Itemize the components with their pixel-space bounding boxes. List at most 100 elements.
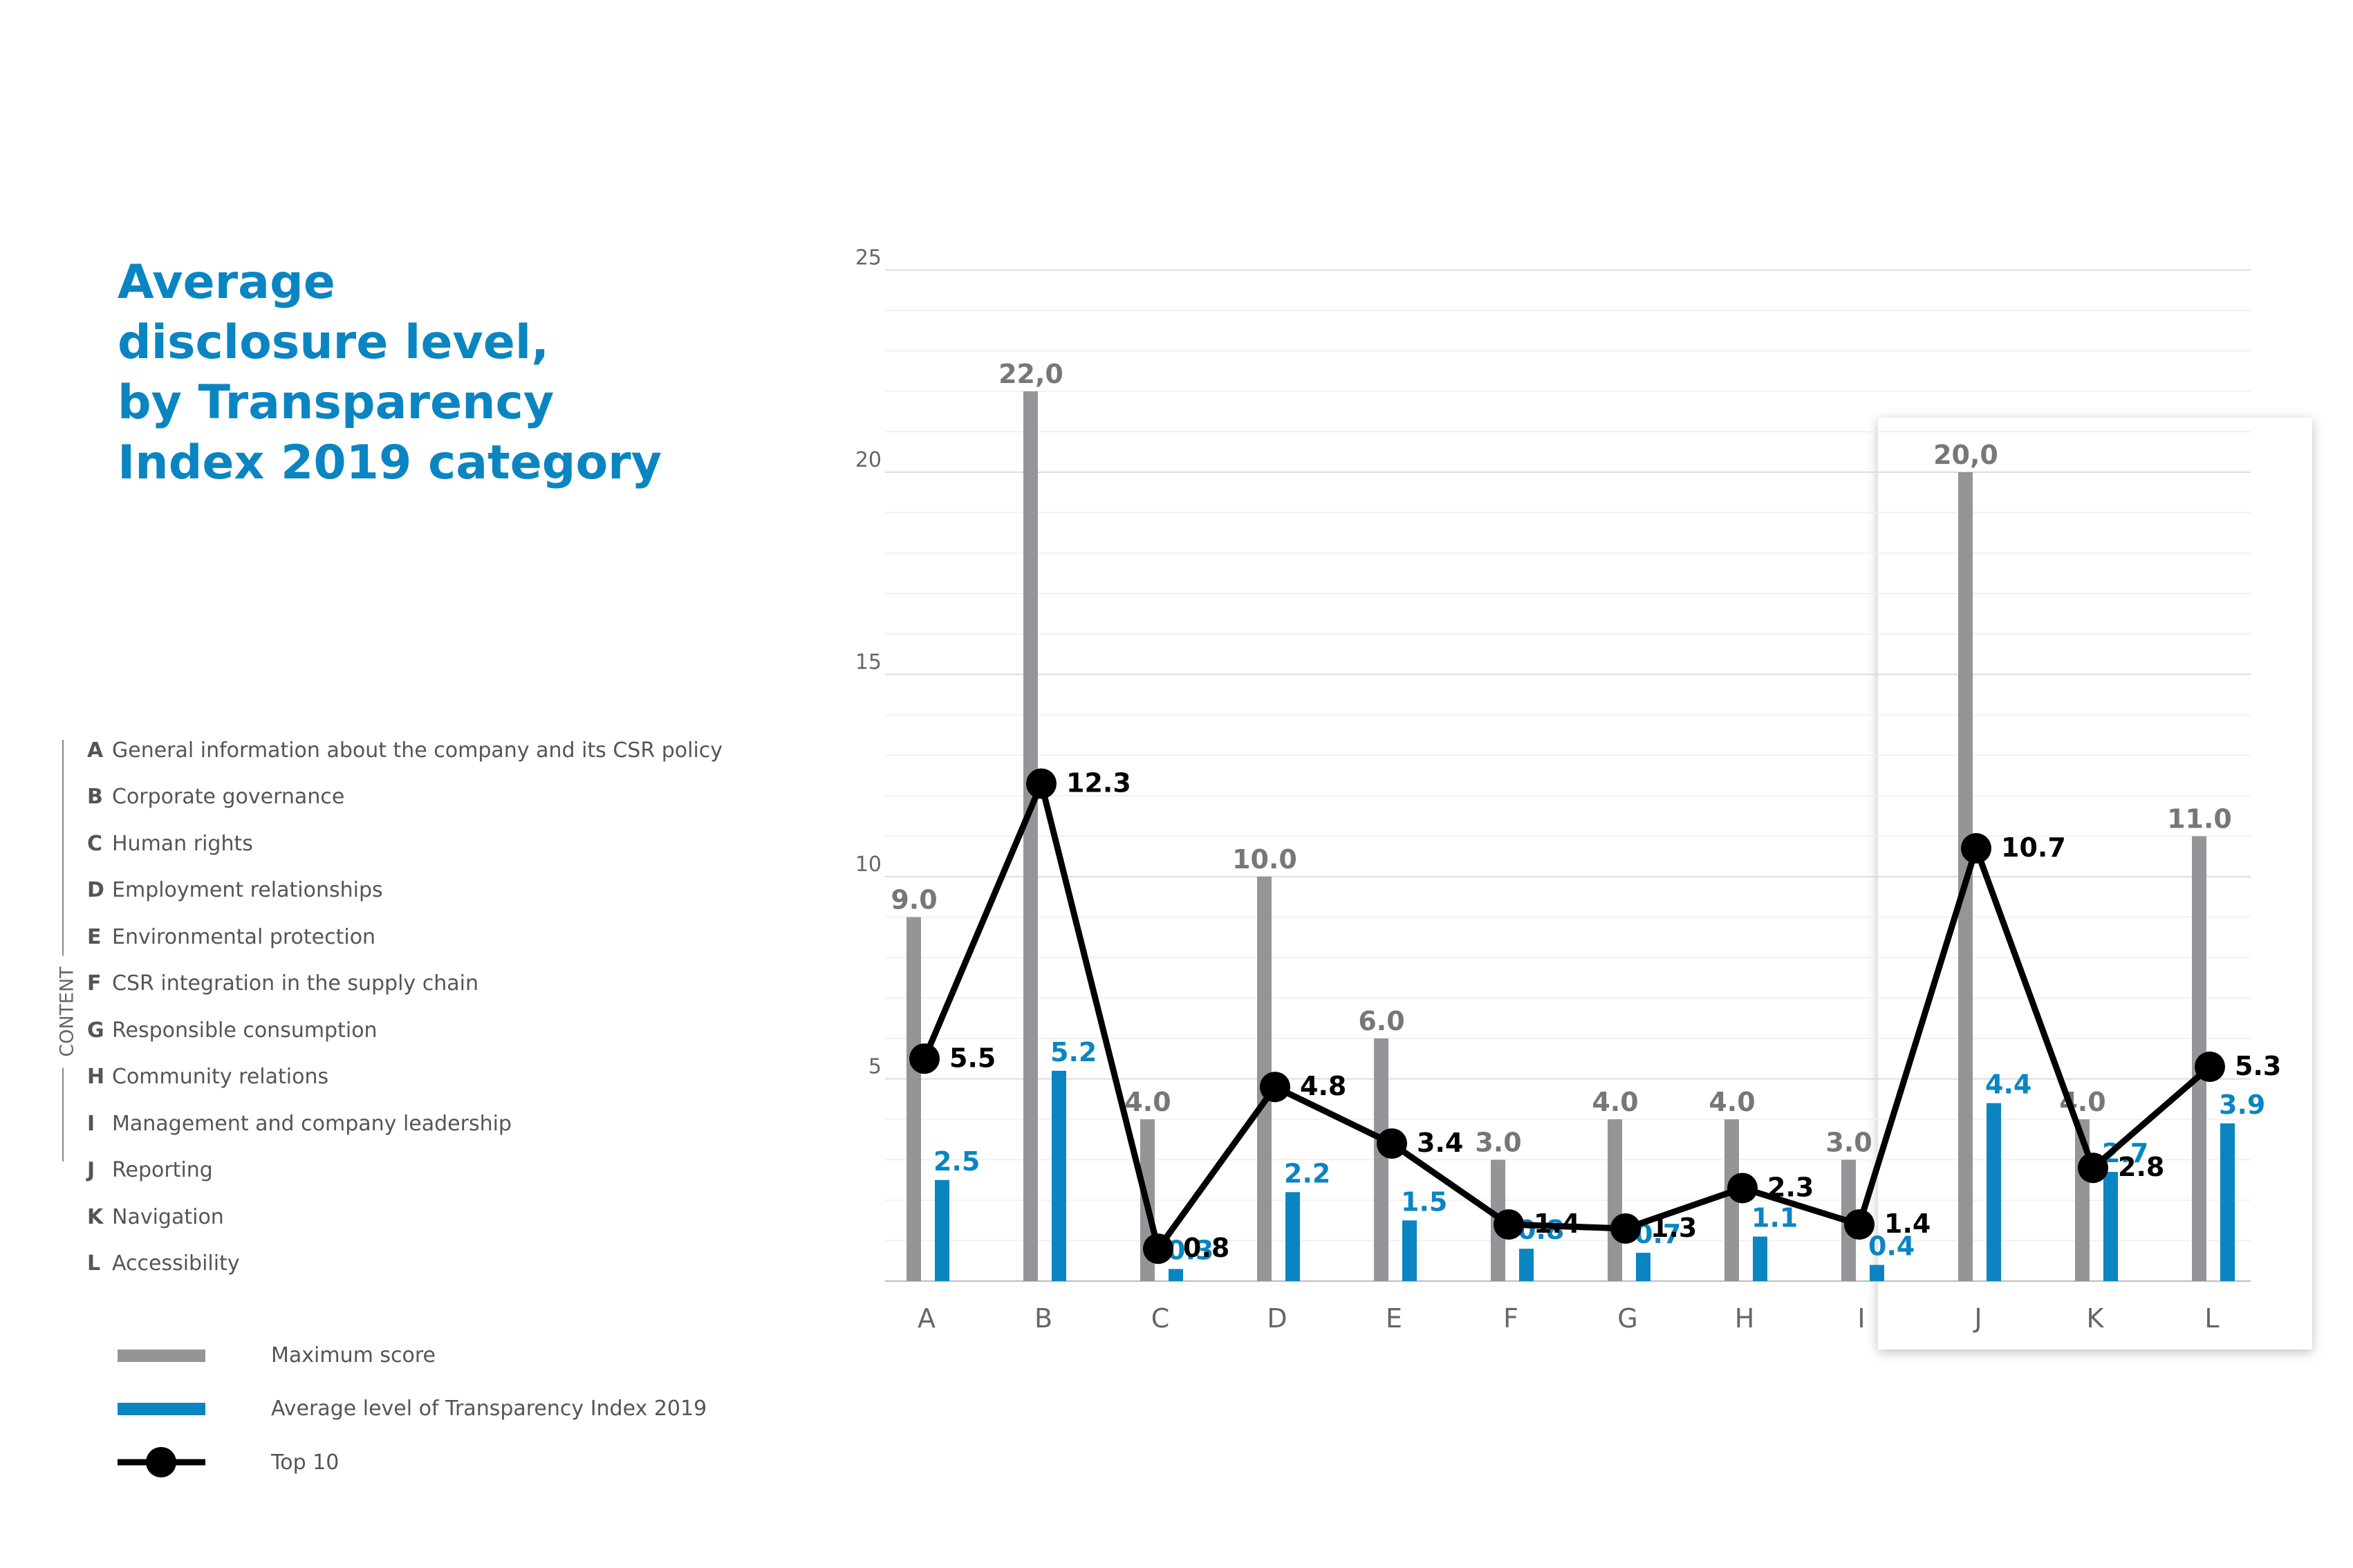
bar-maximum-score — [906, 917, 921, 1281]
x-tick-label: G — [1617, 1303, 1637, 1334]
category-description: Navigation — [112, 1204, 224, 1229]
chart-title-line: by Transparency — [118, 375, 555, 430]
legend-item-average-level: Average level of Transparency Index 2019 — [118, 1388, 740, 1429]
data-label-top-10: 5.3 — [2235, 1051, 2281, 1081]
series-legend: Maximum score Average level of Transpare… — [118, 1334, 740, 1514]
category-description: Accessibility — [112, 1251, 240, 1276]
y-tick-label: 10 — [855, 852, 882, 877]
category-letter: H — [87, 1065, 105, 1089]
bar-average-level — [1870, 1264, 1884, 1281]
category-legend-item-i: I Management and company leadership — [87, 1103, 512, 1144]
data-label-maximum-score: 4.0 — [1124, 1087, 1171, 1117]
data-label-top-10: 4.8 — [1300, 1071, 1346, 1101]
legend-label: Maximum score — [271, 1343, 436, 1368]
data-label-top-10: 2.8 — [2118, 1152, 2164, 1182]
legend-bar-average-level — [118, 1403, 205, 1415]
bar-maximum-score — [1608, 1119, 1622, 1281]
category-letter: F — [87, 971, 102, 996]
legend-item-maximum-score: Maximum score — [118, 1334, 740, 1376]
data-label-top-10: 0.8 — [1183, 1233, 1229, 1263]
data-label-average-level: 2.2 — [1284, 1158, 1330, 1188]
bar-maximum-score — [1374, 1038, 1388, 1281]
data-label-maximum-score: 11.0 — [2167, 804, 2232, 834]
category-legend-item-a: A General information about the company a… — [87, 729, 723, 771]
data-label-average-level: 0.3 — [1167, 1235, 1213, 1265]
data-label-maximum-score: 6.0 — [1358, 1006, 1404, 1036]
y-tick-label: 5 — [868, 1055, 882, 1079]
category-letter: B — [87, 785, 103, 809]
legend-swatch-average-level — [118, 1388, 205, 1429]
x-tick-label: J — [1973, 1303, 1982, 1334]
category-description: Employment relationships — [112, 878, 383, 902]
category-description: Human rights — [112, 831, 253, 856]
data-point-top-10 — [909, 1043, 940, 1074]
chart-title-line: Index 2019 category — [118, 436, 662, 490]
category-legend-item-d: D Employment relationships — [87, 870, 383, 911]
data-label-average-level: 5.2 — [1050, 1037, 1097, 1067]
category-letter: I — [87, 1111, 95, 1136]
bar-maximum-score — [1023, 391, 1038, 1281]
category-legend-item-f: F CSR integration in the supply chain — [87, 963, 478, 1005]
x-tick-label: B — [1034, 1303, 1052, 1334]
category-legend-item-c: C Human rights — [87, 823, 253, 864]
bar-average-level — [2220, 1123, 2235, 1281]
bar-average-level — [2103, 1172, 2118, 1281]
data-point-top-10 — [2078, 1152, 2108, 1184]
bar-average-level — [1169, 1269, 1183, 1281]
data-point-top-10 — [1260, 1072, 1290, 1103]
bar-average-level — [1753, 1236, 1767, 1281]
data-label-maximum-score: 3.0 — [1475, 1128, 1521, 1158]
data-label-top-10: 3.4 — [1417, 1128, 1463, 1158]
data-point-top-10 — [1494, 1209, 1524, 1240]
data-label-top-10: 12.3 — [1066, 767, 1131, 798]
chart-title: Average disclosure level, by Transparenc… — [118, 252, 662, 493]
data-label-maximum-score: 3.0 — [1825, 1128, 1872, 1158]
data-point-top-10 — [1143, 1233, 1173, 1264]
data-label-maximum-score: 10.0 — [1232, 844, 1297, 875]
legend-item-top-10: Top 10 — [118, 1441, 740, 1483]
data-label-maximum-score: 22,0 — [998, 359, 1063, 389]
y-tick-label: 20 — [855, 448, 882, 472]
legend-swatch-maximum-score — [118, 1334, 205, 1376]
x-tick-label: H — [1735, 1303, 1755, 1334]
x-tick-label: I — [1857, 1303, 1865, 1334]
data-point-top-10 — [1610, 1213, 1641, 1244]
data-point-top-10 — [2195, 1051, 2225, 1082]
x-tick-label: A — [918, 1303, 936, 1334]
x-tick-label: K — [2087, 1303, 2105, 1334]
legend-line-marker-icon — [118, 1447, 205, 1477]
data-label-average-level: 2.5 — [933, 1146, 980, 1177]
data-point-top-10 — [1961, 833, 1991, 864]
data-point-top-10 — [1377, 1128, 1407, 1159]
legend-bar-maximum-score — [118, 1350, 205, 1362]
bar-average-level — [1987, 1103, 2001, 1281]
data-point-top-10 — [1026, 768, 1057, 799]
category-legend: CONTENT A General information about the c… — [56, 738, 754, 1293]
category-description: Community relations — [112, 1065, 329, 1089]
x-tick-label: D — [1267, 1303, 1287, 1334]
y-tick-label: 25 — [855, 246, 882, 270]
data-label-top-10: 5.5 — [949, 1043, 996, 1073]
bar-average-level — [1636, 1253, 1650, 1281]
category-legend-item-l: L Accessibility — [87, 1243, 240, 1285]
data-label-maximum-score: 4.0 — [1592, 1087, 1638, 1117]
legend-label: Top 10 — [271, 1450, 340, 1475]
highlight-box — [1878, 418, 2312, 1350]
data-label-top-10: 2.3 — [1767, 1172, 1814, 1202]
x-tick-label: L — [2204, 1303, 2219, 1334]
category-description: Responsible consumption — [112, 1018, 378, 1043]
category-legend-item-g: G Responsible consumption — [87, 1009, 378, 1051]
category-description: Corporate governance — [112, 785, 345, 809]
data-label-average-level: 4.4 — [1985, 1070, 2031, 1100]
data-label-top-10: 10.7 — [2001, 832, 2066, 863]
category-legend-item-k: K Navigation — [87, 1196, 224, 1238]
chart-title-line: Average — [118, 255, 335, 310]
data-label-top-10: 1.3 — [1650, 1213, 1697, 1243]
category-letter: E — [87, 924, 102, 949]
data-label-average-level: 0.8 — [1518, 1215, 1564, 1245]
category-description: CSR integration in the supply chain — [112, 971, 478, 996]
data-point-top-10 — [1844, 1209, 1875, 1240]
data-label-average-level: 0.4 — [1868, 1231, 1915, 1262]
x-tick-label: E — [1386, 1303, 1402, 1334]
